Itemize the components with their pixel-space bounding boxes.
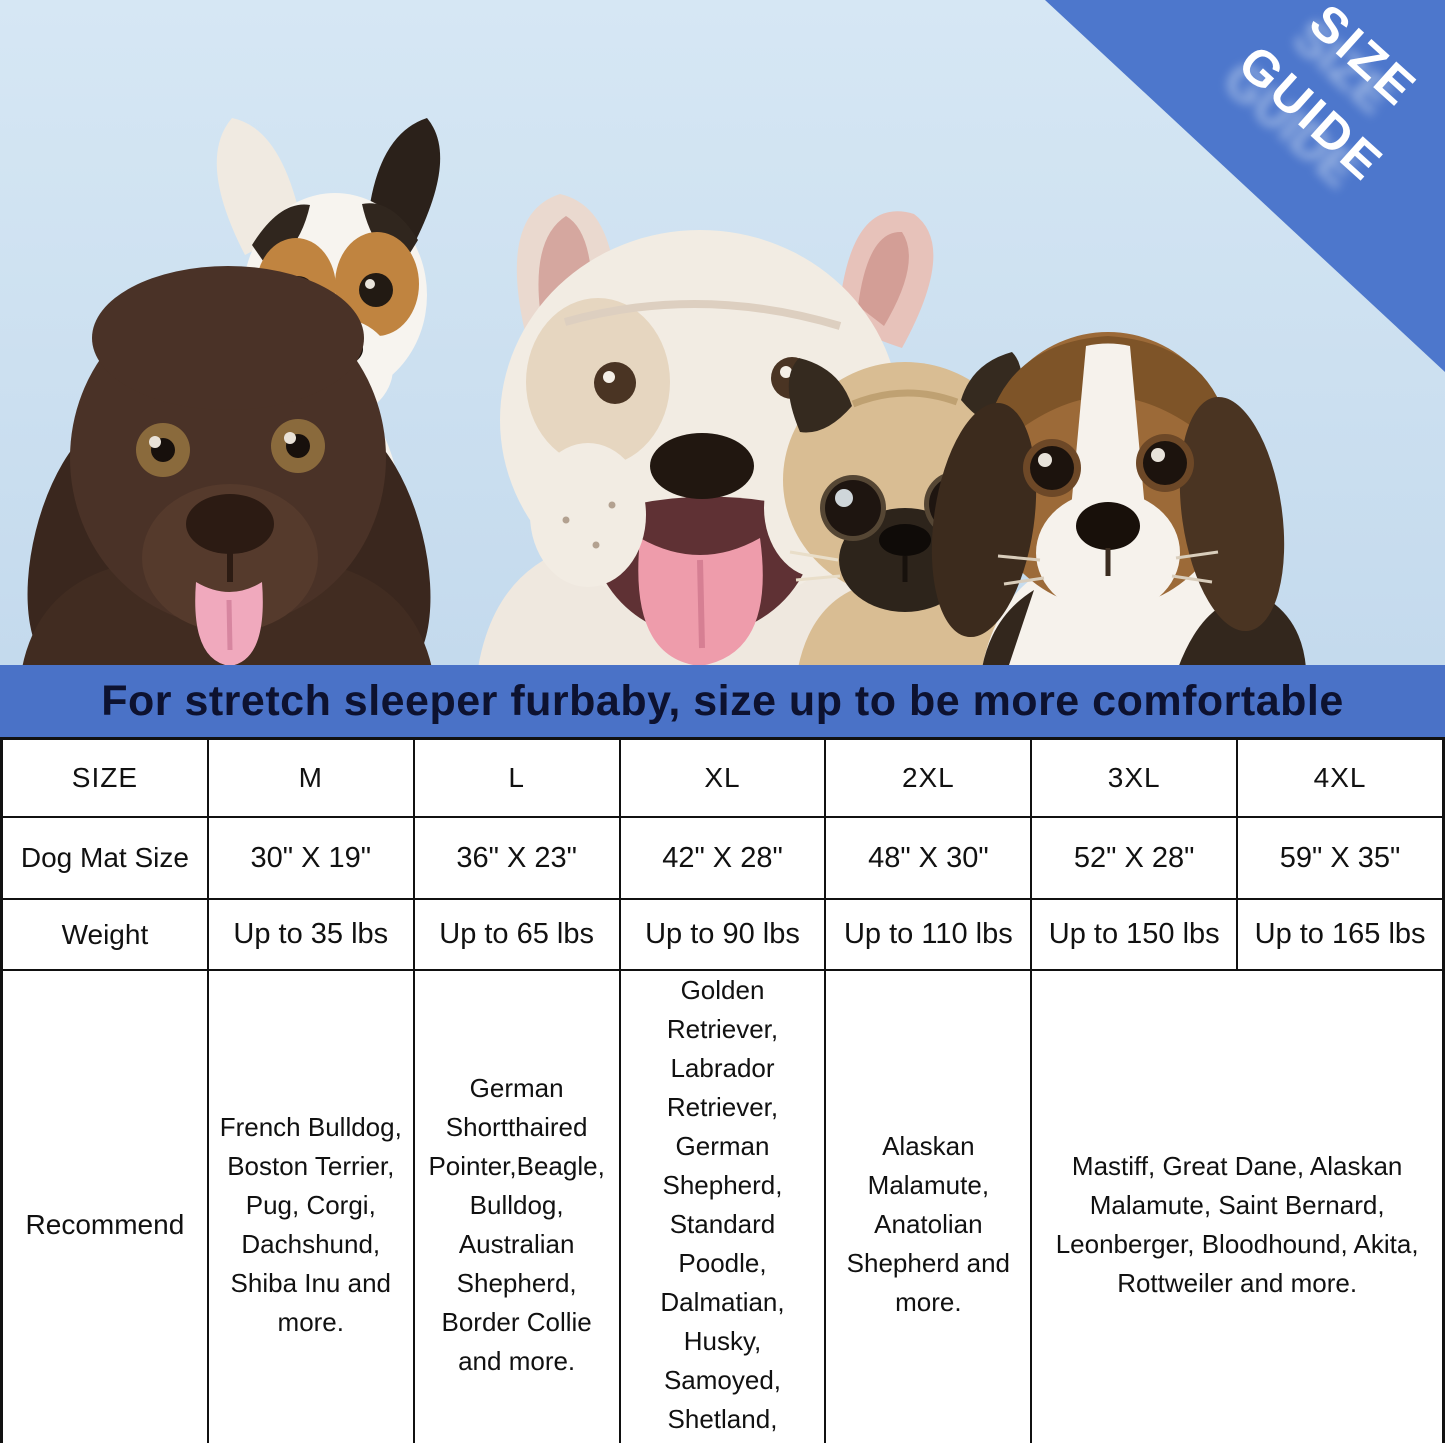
beagle-right-ear: [1179, 396, 1285, 632]
weight-3xl: Up to 150 lbs: [1032, 900, 1237, 969]
recommend-l: German Shortthaired Pointer,Beagle, Bull…: [414, 971, 619, 1445]
headline-text: For stretch sleeper furbaby, size up to …: [101, 676, 1344, 725]
ribbon-shape: [1045, 0, 1445, 372]
bulldog-eye: [594, 362, 636, 404]
headline-banner: For stretch sleeper furbaby, size up to …: [0, 665, 1445, 737]
beagle-eye: [1030, 446, 1074, 490]
table-header-4xl: 4XL: [1238, 740, 1442, 816]
pug-nose: [879, 524, 931, 556]
pug-left-ear: [788, 358, 852, 433]
dog-chocolate-labrador: [22, 266, 432, 668]
beagle-blaze: [1070, 343, 1146, 531]
weight-xl: Up to 90 lbs: [620, 900, 825, 969]
row-label-mat-size: Dog Mat Size: [3, 818, 207, 898]
table-header-size: SIZE: [3, 740, 207, 816]
table-header-l: L: [414, 740, 619, 816]
puppies-photo: SIZE GUIDE SIZE GUIDE: [0, 0, 1445, 668]
weight-l: Up to 65 lbs: [414, 900, 619, 969]
mat-size-m: 30" X 19": [208, 818, 413, 898]
table-header-3xl: 3XL: [1032, 740, 1237, 816]
mat-size-2xl: 48" X 30": [826, 818, 1031, 898]
table-header-xl: XL: [620, 740, 825, 816]
size-guide-ribbon: SIZE GUIDE SIZE GUIDE: [1045, 0, 1445, 372]
mat-size-xl: 42" X 28": [620, 818, 825, 898]
row-label-recommend: Recommend: [3, 971, 207, 1445]
recommend-2xl: Alaskan Malamute, Anatolian Shepherd and…: [826, 971, 1031, 1445]
mat-size-4xl: 59" X 35": [1238, 818, 1442, 898]
size-table: SIZE M L XL 2XL 3XL 4XL Dog Mat Size 30"…: [0, 737, 1445, 1445]
recommend-3xl-4xl: Mastiff, Great Dane, Alaskan Malamute, S…: [1032, 971, 1442, 1445]
beagle-left-ear: [931, 402, 1037, 638]
labrador-nose: [186, 494, 274, 554]
mat-size-3xl: 52" X 28": [1032, 818, 1237, 898]
bulldog-jowl: [530, 443, 646, 587]
dog-beagle: [931, 332, 1306, 668]
weight-2xl: Up to 110 lbs: [826, 900, 1031, 969]
pug-eye: [825, 480, 881, 536]
weight-m: Up to 35 lbs: [208, 900, 413, 969]
recommend-m: French Bulldog, Boston Terrier, Pug, Cor…: [208, 971, 413, 1445]
weight-4xl: Up to 165 lbs: [1238, 900, 1442, 969]
puppies-illustration: SIZE GUIDE SIZE GUIDE: [0, 0, 1445, 668]
table-header-2xl: 2XL: [826, 740, 1031, 816]
mat-size-l: 36" X 23": [414, 818, 619, 898]
recommend-xl: Golden Retriever, Labrador Retriever, Ge…: [620, 971, 825, 1445]
beagle-nose: [1076, 502, 1140, 550]
bulldog-nose: [650, 433, 754, 499]
row-label-weight: Weight: [3, 900, 207, 969]
table-header-m: M: [208, 740, 413, 816]
